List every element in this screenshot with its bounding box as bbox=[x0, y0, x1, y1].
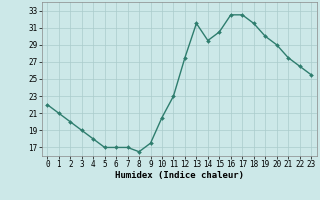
X-axis label: Humidex (Indice chaleur): Humidex (Indice chaleur) bbox=[115, 171, 244, 180]
